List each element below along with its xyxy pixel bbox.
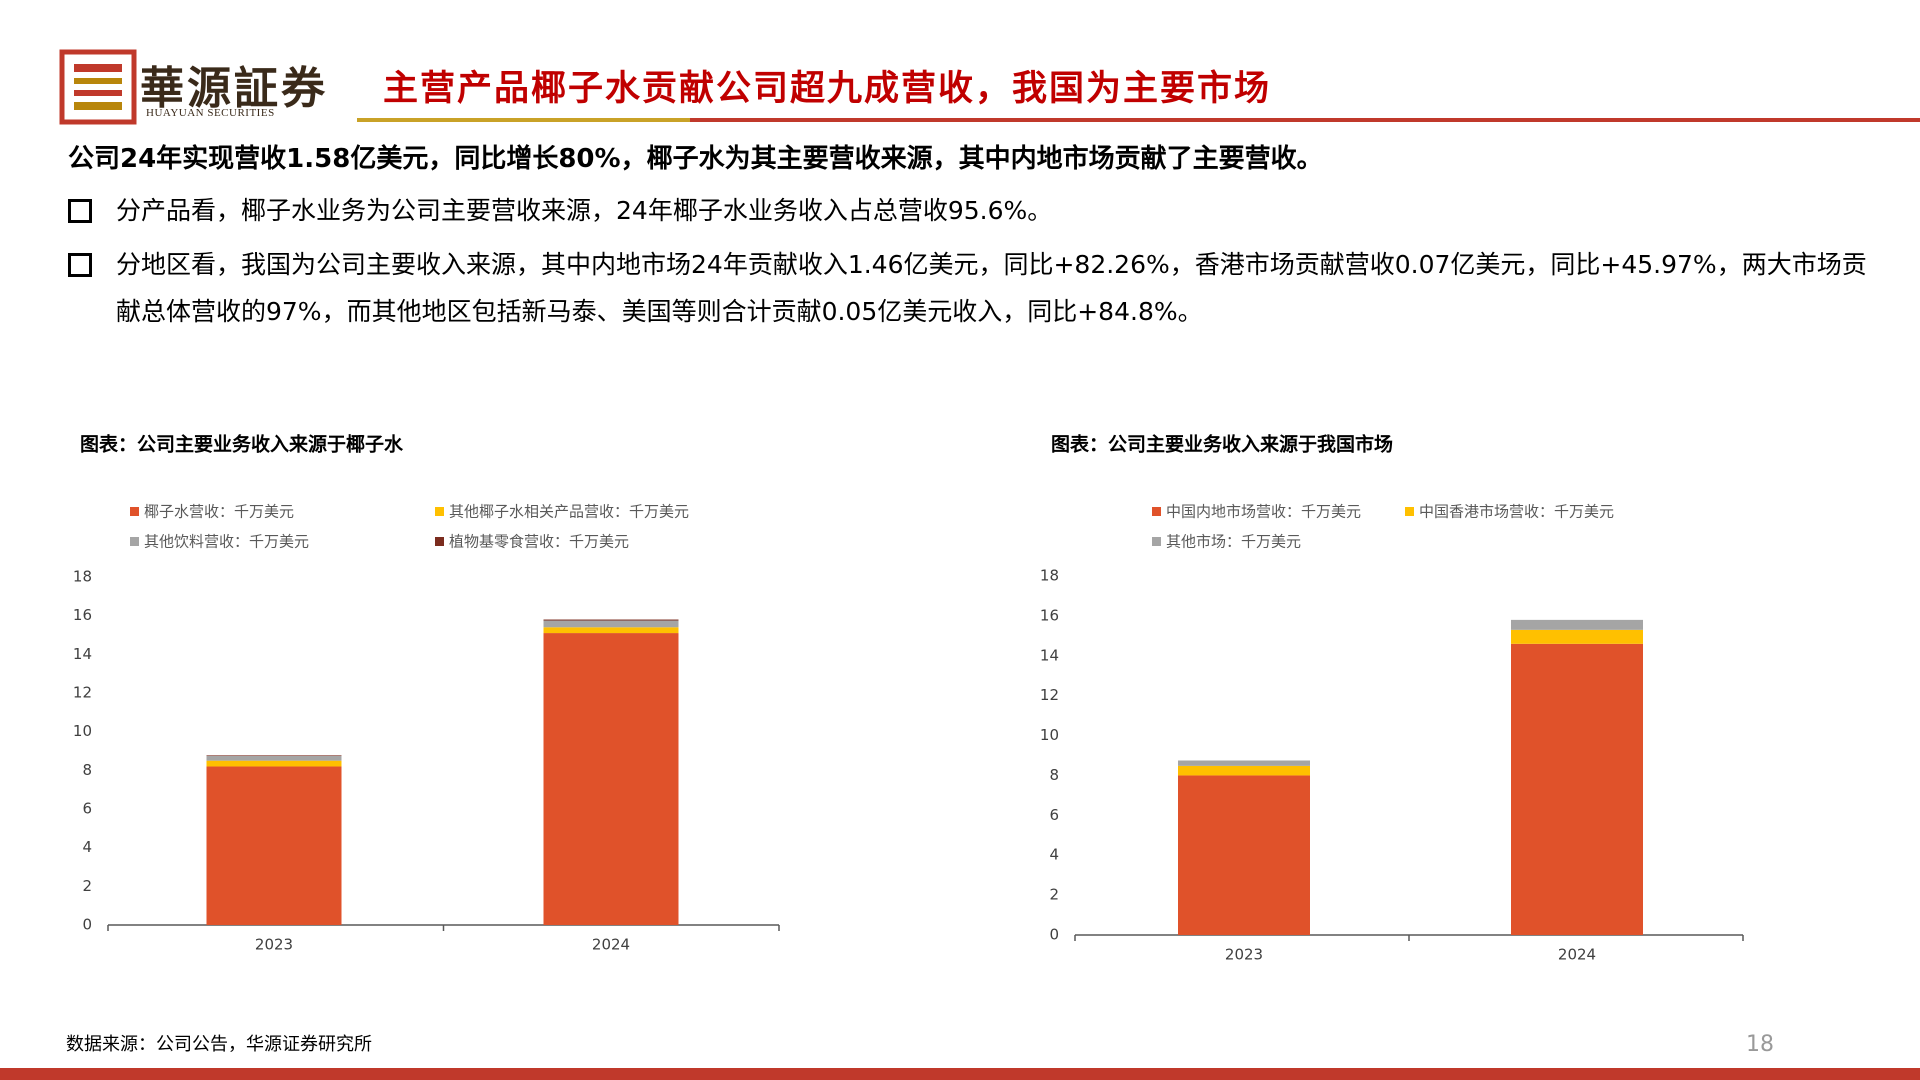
bar-segment <box>1178 775 1310 935</box>
bar-segment <box>206 766 342 925</box>
x-tick-label: 2024 <box>1558 946 1596 964</box>
y-tick-label: 18 <box>1040 567 1059 585</box>
bar-segment <box>543 619 679 621</box>
legend-swatch <box>1405 507 1414 516</box>
bar-segment <box>206 760 342 767</box>
legend-label: 植物基零食营收：千万美元 <box>449 533 629 551</box>
legend-swatch <box>1152 507 1161 516</box>
y-tick-label: 16 <box>73 606 92 624</box>
y-tick-label: 6 <box>82 800 92 818</box>
y-tick-label: 10 <box>73 722 92 740</box>
x-tick-label: 2023 <box>255 936 293 954</box>
legend-label: 椰子水营收：千万美元 <box>144 503 294 521</box>
bar-segment <box>1511 629 1643 644</box>
legend-label: 其他市场：千万美元 <box>1166 533 1301 551</box>
bullet: 分产品看，椰子水业务为公司主要营收来源，24年椰子水业务收入占总营收95.6%。 <box>68 187 1888 234</box>
chart-title: 图表：公司主要业务收入来源于我国市场 <box>1051 433 1393 456</box>
bullet-box <box>68 199 92 223</box>
bar-segment <box>1178 765 1310 776</box>
header-rule-gold <box>357 118 690 122</box>
y-tick-label: 0 <box>82 916 92 934</box>
bullet-text: 分地区看，我国为公司主要收入来源，其中内地市场24年贡献收入1.46亿美元，同比… <box>116 250 1867 326</box>
brand: 華源証券 <box>140 63 328 114</box>
bullet: 分地区看，我国为公司主要收入来源，其中内地市场24年贡献收入1.46亿美元，同比… <box>68 241 1888 335</box>
chart-title: 图表：公司主要业务收入来源于椰子水 <box>80 433 404 456</box>
bar-segment <box>543 627 679 634</box>
summary: 公司24年实现营收1.58亿美元，同比增长80%，椰子水为其主要营收来源，其中内… <box>68 144 1323 174</box>
page-number: 18 <box>1746 1032 1774 1057</box>
bar-segment <box>543 633 679 925</box>
bar-segment <box>1511 643 1643 935</box>
y-tick-label: 2 <box>1049 886 1059 904</box>
bar-segment <box>206 755 342 761</box>
bar-segment <box>1511 619 1643 630</box>
legend-label: 中国香港市场营收：千万美元 <box>1419 503 1614 521</box>
source: 数据来源：公司公告，华源证券研究所 <box>66 1034 372 1055</box>
y-tick-label: 0 <box>1049 926 1059 944</box>
bullet-text: 分产品看，椰子水业务为公司主要营收来源，24年椰子水业务收入占总营收95.6%。 <box>116 196 1053 225</box>
legend-swatch <box>130 507 139 516</box>
legend-swatch <box>130 537 139 546</box>
x-tick-label: 2024 <box>592 936 630 954</box>
y-tick-label: 18 <box>73 568 92 586</box>
y-tick-label: 10 <box>1040 726 1059 744</box>
legend-swatch <box>435 537 444 546</box>
legend-label: 其他椰子水相关产品营收：千万美元 <box>449 503 689 521</box>
y-tick-label: 8 <box>1049 766 1059 784</box>
brand-en: HUAYUAN SECURITIES <box>146 107 275 119</box>
bar-segment <box>206 755 342 756</box>
y-tick-label: 12 <box>1040 686 1059 704</box>
legend-swatch <box>1152 537 1161 546</box>
y-tick-label: 14 <box>73 645 92 663</box>
legend-label: 中国内地市场营收：千万美元 <box>1166 503 1361 521</box>
y-tick-label: 14 <box>1040 646 1059 664</box>
y-tick-label: 4 <box>82 838 92 856</box>
logo <box>59 49 137 125</box>
y-tick-label: 6 <box>1049 806 1059 824</box>
x-tick-label: 2023 <box>1225 946 1263 964</box>
y-tick-label: 8 <box>82 761 92 779</box>
bar-segment <box>1178 760 1310 766</box>
y-tick-label: 12 <box>73 684 92 702</box>
legend-swatch <box>435 507 444 516</box>
y-tick-label: 2 <box>82 877 92 895</box>
bar-segment <box>543 620 679 628</box>
bullet-box <box>68 253 92 277</box>
footer-bar <box>0 1068 1920 1080</box>
y-tick-label: 16 <box>1040 606 1059 624</box>
header-rule <box>690 118 1920 122</box>
page-title: 主营产品椰子水贡献公司超九成营收，我国为主要市场 <box>383 69 1272 109</box>
legend-label: 其他饮料营收：千万美元 <box>144 533 309 551</box>
y-tick-label: 4 <box>1049 846 1059 864</box>
